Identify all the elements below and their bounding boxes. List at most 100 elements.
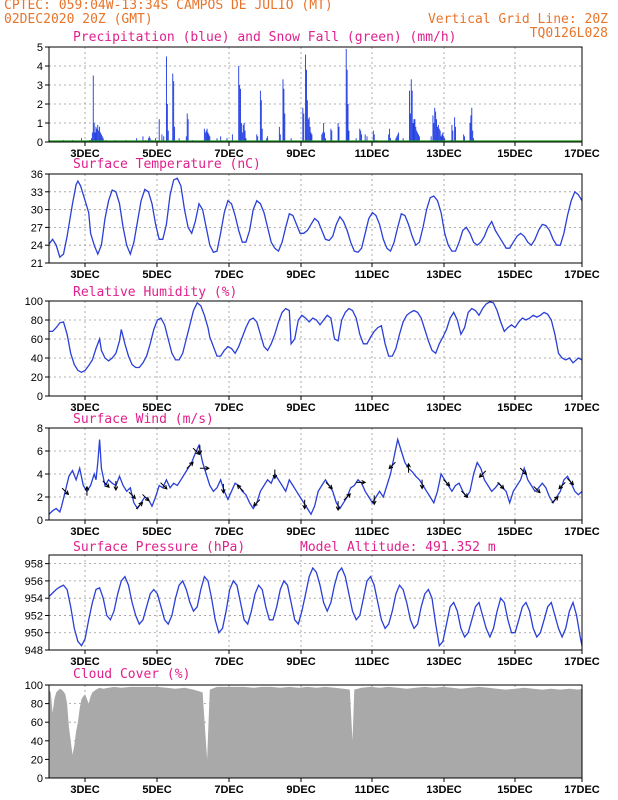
precip-bar [136, 138, 138, 142]
precip-bar [155, 138, 157, 142]
precip-bar [390, 138, 391, 142]
y-tick-label: 0 [37, 515, 43, 527]
x-tick-label: 7DEC [214, 402, 243, 414]
precip-bar [451, 124, 453, 142]
x-tick-label: 11DEC [355, 148, 390, 160]
x-tick-label: 15DEC [497, 402, 533, 414]
precip-bar [303, 113, 305, 142]
precip-bar [470, 115, 472, 142]
precip-bar [331, 130, 333, 142]
precip-bar [441, 134, 443, 142]
x-tick-label: 9DEC [286, 526, 315, 538]
x-tick-label: 9DEC [286, 148, 315, 160]
wind-direction-arrow [478, 470, 487, 478]
precip-bar [440, 136, 442, 142]
precip-bar [306, 69, 307, 142]
plot-frame [48, 684, 583, 779]
precip-bar [261, 128, 263, 142]
precip-bar [158, 119, 160, 142]
y-tick-label: 6 [37, 446, 43, 458]
precip-bar [267, 136, 269, 142]
precip-bar [472, 130, 474, 142]
precip-bar [414, 119, 416, 142]
temp-series-line [48, 177, 583, 259]
precip-bar [308, 117, 310, 142]
precip-bar [437, 126, 438, 142]
temperature-title: Surface Temperature (nC) [73, 157, 261, 172]
y-tick-label: 30 [31, 205, 43, 217]
wind-direction-arrow [302, 499, 308, 510]
wind-direction-arrow [356, 479, 367, 485]
precip-bar [284, 113, 286, 142]
precip-bar [279, 134, 281, 142]
wind-series-line [48, 436, 583, 516]
precip-bar [240, 123, 242, 142]
x-tick-label: 5DEC [142, 656, 171, 668]
precip-bar [469, 123, 471, 142]
precip-bar [397, 134, 399, 142]
wind-direction-arrow [558, 481, 566, 490]
y-tick-label: 21 [31, 258, 43, 270]
wind-direction-arrow [272, 469, 278, 480]
y-tick-label: 24 [31, 240, 43, 252]
wind-direction-arrow [142, 494, 150, 502]
x-tick-label: 5DEC [142, 402, 171, 414]
y-tick-label: 100 [25, 680, 43, 692]
precip-bar [360, 130, 362, 142]
header-station-line: CPTEC: 059:04W-13:34S CAMPOS DE JULIO (M… [4, 0, 333, 13]
precip-bar [398, 132, 400, 142]
x-tick-label: 3DEC [70, 656, 99, 668]
wind-direction-arrow [128, 491, 136, 500]
precip-bar [173, 81, 175, 142]
x-tick-label: 13DEC [426, 526, 462, 538]
precip-bar [244, 130, 246, 142]
precipitation-title: Precipitation (blue) and Snow Fall (gree… [73, 30, 457, 45]
wind-direction-arrow [533, 486, 541, 494]
wind-direction-arrow [497, 481, 505, 490]
header-grid-note: Vertical Grid Line: 20Z [427, 12, 608, 27]
precip-bar [372, 130, 374, 142]
plot-frame [48, 300, 583, 397]
x-tick-label: 11DEC [355, 269, 390, 281]
precip-bar [321, 134, 323, 142]
precip-bar [81, 138, 82, 142]
precip-bar [260, 100, 262, 142]
precip-bar [240, 88, 241, 142]
plot-frame [48, 173, 583, 264]
wind-direction-arrow [84, 485, 90, 496]
precip-bar [347, 104, 349, 142]
x-tick-label: 7DEC [214, 784, 243, 796]
precip-bar [396, 136, 398, 142]
precip-bar [256, 134, 258, 142]
precip-bar [345, 48, 347, 142]
precip-bar [91, 138, 92, 142]
precip-bar [464, 136, 466, 142]
precip-bar [209, 136, 211, 142]
header-date-line: 02DEC2020 20Z (GMT) [4, 12, 153, 27]
precip-bar [161, 134, 163, 142]
precip-bar [178, 138, 180, 142]
precip-bar [473, 138, 475, 142]
x-tick-label: 13DEC [426, 784, 462, 796]
y-tick-label: 40 [31, 736, 43, 748]
precip-bar [172, 73, 174, 142]
y-tick-label: 956 [25, 576, 43, 588]
y-tick-label: 80 [31, 315, 43, 327]
x-tick-label: 5DEC [142, 784, 171, 796]
precip-bar [388, 134, 390, 142]
wind-direction-arrow [135, 501, 144, 510]
precip-bar [395, 138, 397, 142]
precip-bar [410, 79, 412, 142]
precip-bar [226, 138, 228, 142]
precip-bar [306, 100, 308, 142]
precip-bar [243, 123, 245, 142]
x-tick-label: 13DEC [426, 148, 462, 160]
precip-bar [99, 126, 101, 142]
y-tick-label: 20 [31, 754, 43, 766]
x-tick-label: 11DEC [355, 402, 390, 414]
precip-bar [187, 119, 189, 142]
precip-bar [416, 130, 418, 142]
wind-direction-arrow [236, 484, 245, 492]
precip-bar [418, 134, 419, 142]
